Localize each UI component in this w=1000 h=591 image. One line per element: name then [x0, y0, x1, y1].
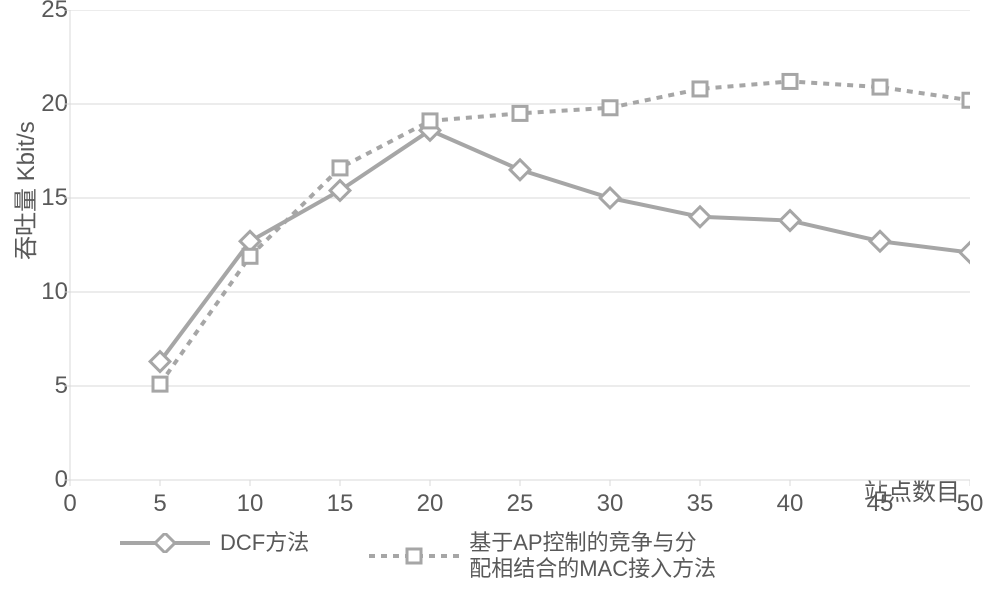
- x-tick-label: 30: [597, 490, 624, 518]
- x-tick-label: 20: [417, 490, 444, 518]
- y-axis-title: 吞吐量 Kbit/s: [6, 121, 41, 260]
- x-tick-label: 45: [867, 490, 894, 518]
- legend-label-ap: 基于AP控制的竞争与分配相结合的MAC接入方法: [469, 530, 716, 581]
- legend-swatch-ap: [369, 546, 459, 566]
- x-tick-label: 0: [63, 490, 76, 518]
- legend-item-dcf: DCF方法: [120, 530, 309, 555]
- x-tick-label: 10: [237, 490, 264, 518]
- plot-svg: [62, 10, 970, 488]
- x-tick-label: 5: [153, 490, 166, 518]
- legend-label-dcf: DCF方法: [220, 530, 309, 555]
- x-tick-label: 40: [777, 490, 804, 518]
- x-tick-label: 50: [957, 490, 984, 518]
- x-tick-label: 25: [507, 490, 534, 518]
- line-chart: 吞吐量 Kbit/s 站点数目 0510152025 0510152025303…: [0, 0, 1000, 591]
- legend-item-ap: 基于AP控制的竞争与分配相结合的MAC接入方法: [369, 530, 716, 581]
- x-tick-label: 35: [687, 490, 714, 518]
- legend: DCF方法 基于AP控制的竞争与分配相结合的MAC接入方法: [120, 530, 716, 581]
- legend-swatch-dcf: [120, 533, 210, 553]
- plot-area: [70, 10, 970, 480]
- x-tick-label: 15: [327, 490, 354, 518]
